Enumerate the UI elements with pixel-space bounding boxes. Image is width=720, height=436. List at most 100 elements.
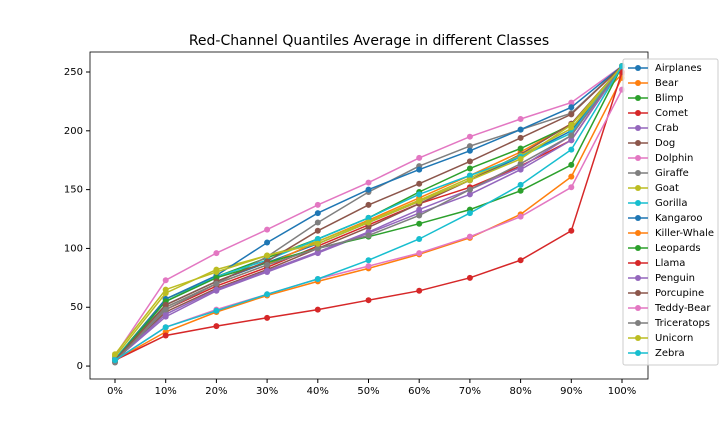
- legend-marker: [635, 185, 641, 191]
- data-point: [314, 306, 321, 313]
- legend-marker: [635, 335, 641, 341]
- data-point: [314, 219, 321, 226]
- data-point: [517, 257, 524, 264]
- legend-marker: [635, 275, 641, 281]
- data-point: [365, 219, 372, 226]
- data-point: [365, 257, 372, 264]
- legend-marker: [635, 230, 641, 236]
- legend-marker: [635, 245, 641, 251]
- data-point: [517, 156, 524, 163]
- data-point: [162, 306, 169, 313]
- legend-label: Teddy-Bear: [654, 303, 711, 314]
- legend-label: Gorilla: [655, 198, 687, 209]
- data-point: [314, 276, 321, 283]
- legend-label: Triceratops: [654, 318, 710, 329]
- legend-label: Kangaroo: [655, 213, 702, 224]
- legend-label: Airplanes: [655, 63, 702, 74]
- x-tick-label: 30%: [256, 386, 278, 397]
- legend-marker: [635, 350, 641, 356]
- data-point: [162, 277, 169, 284]
- data-point: [365, 224, 372, 231]
- data-point: [568, 146, 575, 153]
- legend-marker: [635, 260, 641, 266]
- legend-label: Crab: [655, 123, 679, 134]
- data-point: [568, 111, 575, 118]
- legend-marker: [635, 290, 641, 296]
- legend-label: Giraffe: [655, 168, 689, 179]
- data-point: [416, 166, 423, 173]
- data-point: [416, 191, 423, 198]
- y-tick-label: 150: [64, 185, 83, 196]
- data-point: [466, 158, 473, 165]
- data-point: [416, 236, 423, 243]
- legend-label: Llama: [655, 258, 685, 269]
- legend-marker: [635, 305, 641, 311]
- data-point: [416, 220, 423, 227]
- x-tick-label: 20%: [205, 386, 227, 397]
- data-point: [365, 201, 372, 208]
- data-point: [314, 201, 321, 208]
- data-point: [314, 236, 321, 243]
- data-point: [416, 250, 423, 257]
- data-point: [213, 286, 220, 293]
- legend-marker: [635, 200, 641, 206]
- y-tick-label: 200: [64, 126, 83, 137]
- legend-label: Dolphin: [655, 153, 693, 164]
- data-point: [466, 274, 473, 281]
- y-tick-label: 250: [64, 67, 83, 78]
- data-point: [416, 212, 423, 219]
- legend-label: Bear: [655, 78, 679, 89]
- data-point: [162, 286, 169, 293]
- data-point: [568, 121, 575, 128]
- data-point: [466, 186, 473, 193]
- legend-label: Comet: [655, 108, 688, 119]
- data-point: [264, 252, 271, 259]
- data-point: [162, 324, 169, 331]
- legend-marker: [635, 155, 641, 161]
- x-tick-label: 90%: [560, 386, 582, 397]
- data-point: [517, 134, 524, 141]
- legend-label: Unicorn: [655, 333, 693, 344]
- x-tick-label: 60%: [408, 386, 430, 397]
- data-point: [568, 184, 575, 191]
- legend-marker: [635, 125, 641, 131]
- y-tick-label: 100: [64, 243, 83, 254]
- legend-label: Blimp: [655, 93, 684, 104]
- data-point: [365, 214, 372, 221]
- data-point: [162, 332, 169, 339]
- legend-marker: [635, 170, 641, 176]
- legend-marker: [635, 320, 641, 326]
- data-point: [213, 323, 220, 330]
- legend-label: Leopards: [655, 243, 701, 254]
- data-point: [517, 126, 524, 133]
- data-point: [466, 143, 473, 150]
- legend-marker: [635, 140, 641, 146]
- x-tick-label: 50%: [357, 386, 379, 397]
- data-point: [568, 132, 575, 139]
- data-point: [112, 357, 118, 364]
- data-point: [314, 245, 321, 252]
- data-point: [517, 213, 524, 220]
- data-point: [466, 172, 473, 179]
- x-tick-label: 100%: [608, 386, 637, 397]
- data-point: [162, 311, 169, 318]
- x-tick-label: 10%: [155, 386, 177, 397]
- data-point: [365, 297, 372, 304]
- data-point: [517, 160, 524, 167]
- legend-label: Dog: [655, 138, 675, 149]
- data-point: [264, 239, 271, 246]
- data-point: [314, 210, 321, 217]
- data-point: [112, 351, 118, 358]
- data-point: [416, 287, 423, 294]
- data-point: [568, 104, 575, 111]
- data-point: [213, 280, 220, 287]
- data-point: [568, 227, 575, 234]
- data-point: [314, 240, 321, 247]
- data-point: [466, 210, 473, 217]
- chart-title: Red-Channel Quantiles Average in differe…: [189, 33, 549, 49]
- data-point: [365, 232, 372, 239]
- x-tick-label: 70%: [459, 386, 481, 397]
- x-tick-label: 80%: [509, 386, 531, 397]
